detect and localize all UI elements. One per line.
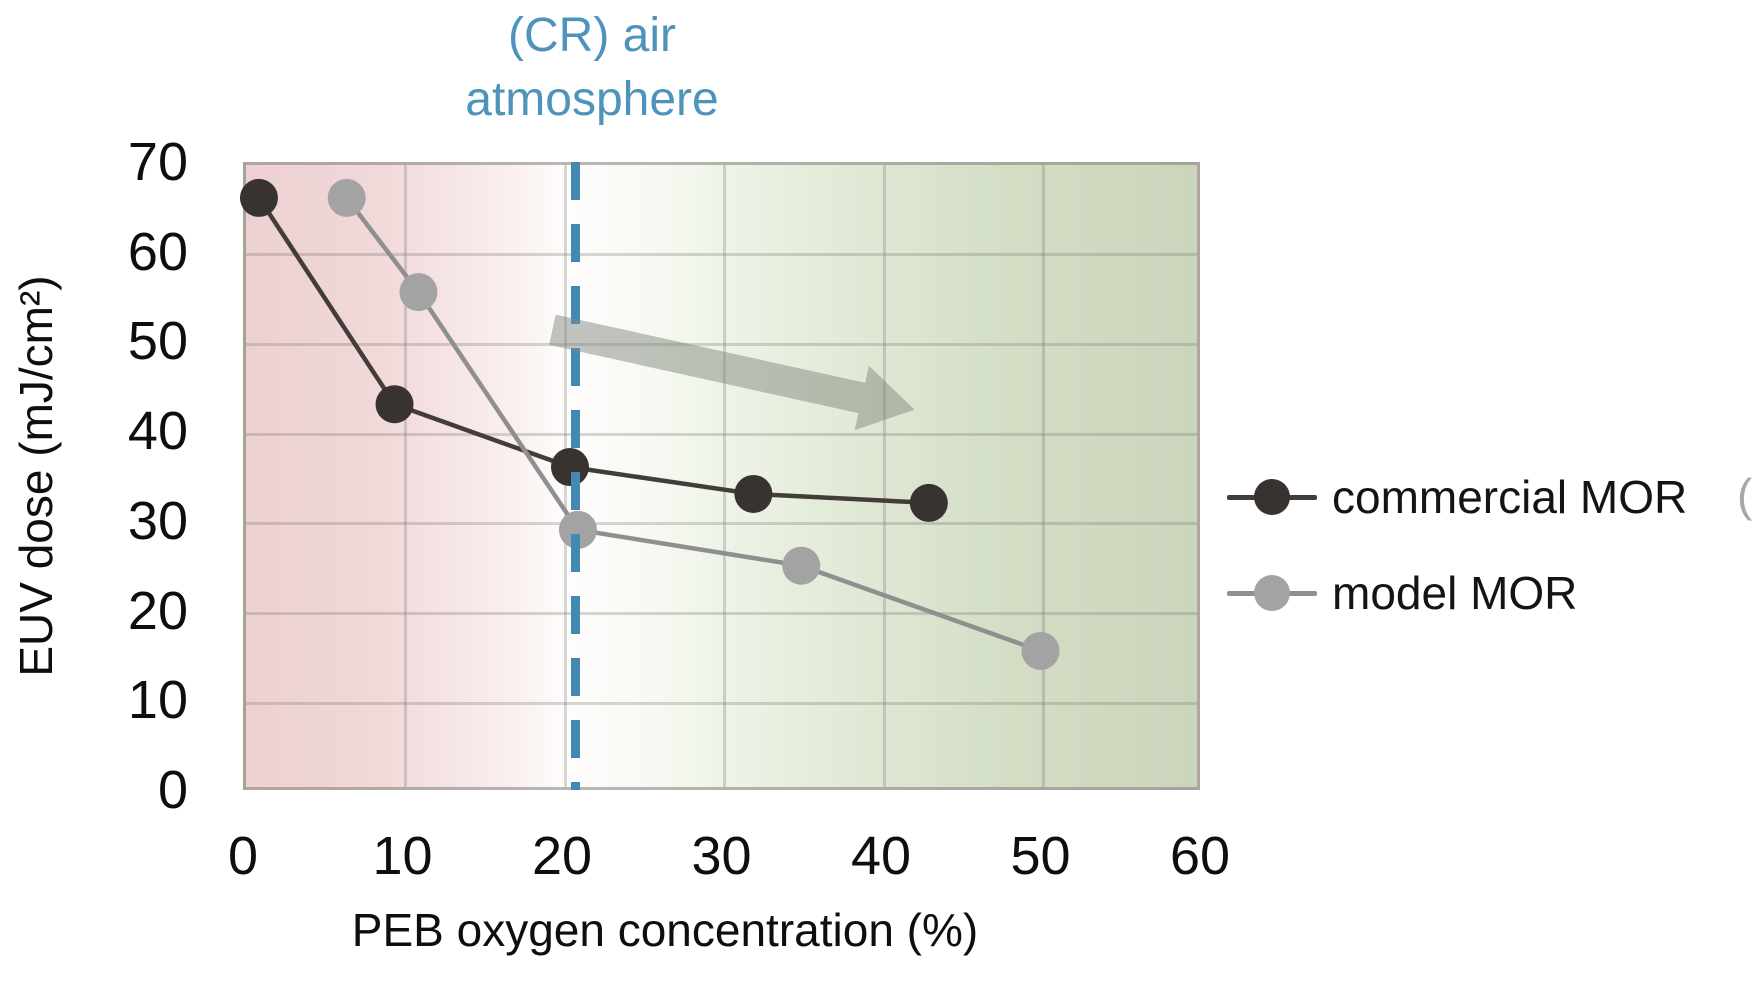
legend-marker-dot-0 — [1254, 479, 1290, 515]
y-tick-70: 70 — [127, 132, 188, 192]
y-tick-0: 0 — [157, 760, 188, 820]
gridline-x-30 — [723, 165, 726, 787]
y-axis-title: EUV dose (mJ/cm²) — [10, 275, 62, 677]
y-tick-60: 60 — [127, 221, 188, 282]
legend-clipped-glyph: ( — [1737, 469, 1752, 521]
x-tick-30: 30 — [691, 826, 752, 886]
legend-label-0: commercial MOR — [1332, 471, 1688, 523]
y-tick-40: 40 — [127, 401, 188, 462]
x-tick-10: 10 — [372, 826, 433, 886]
gridline-x-50 — [1042, 165, 1045, 787]
gridline-y-50 — [246, 342, 1197, 346]
x-tick-20: 20 — [531, 826, 593, 886]
x-tick-60: 60 — [1169, 826, 1231, 886]
x-axis-title: PEB oxygen concentration (%) — [351, 904, 979, 956]
y-tick-20: 20 — [127, 580, 188, 641]
vline-annotation: (CR) air atmosphere — [392, 4, 792, 132]
gridline-y-30 — [246, 522, 1197, 526]
vline-annotation-line2: atmosphere — [465, 73, 719, 126]
x-tick-40: 40 — [850, 826, 912, 886]
y-tick-50: 50 — [127, 311, 188, 372]
x-tick-50: 50 — [1010, 826, 1071, 886]
gridline-x-20 — [563, 165, 567, 787]
gridline-y-10 — [246, 701, 1197, 705]
legend-label-1: model MOR — [1332, 567, 1578, 619]
air-atmosphere-dashed-line — [571, 162, 580, 790]
y-tick-10: 10 — [127, 670, 188, 731]
gridline-y-60 — [246, 253, 1197, 257]
gridline-x-40 — [882, 165, 886, 787]
y-tick-30: 30 — [127, 490, 188, 551]
x-tick-0: 0 — [227, 826, 259, 886]
gridline-y-20 — [246, 612, 1197, 616]
plot-area — [243, 162, 1200, 790]
legend-marker-dot-1 — [1254, 575, 1290, 611]
gridline-y-40 — [246, 432, 1197, 436]
vline-annotation-line1: (CR) air — [508, 9, 676, 62]
gridline-x-10 — [404, 165, 407, 787]
